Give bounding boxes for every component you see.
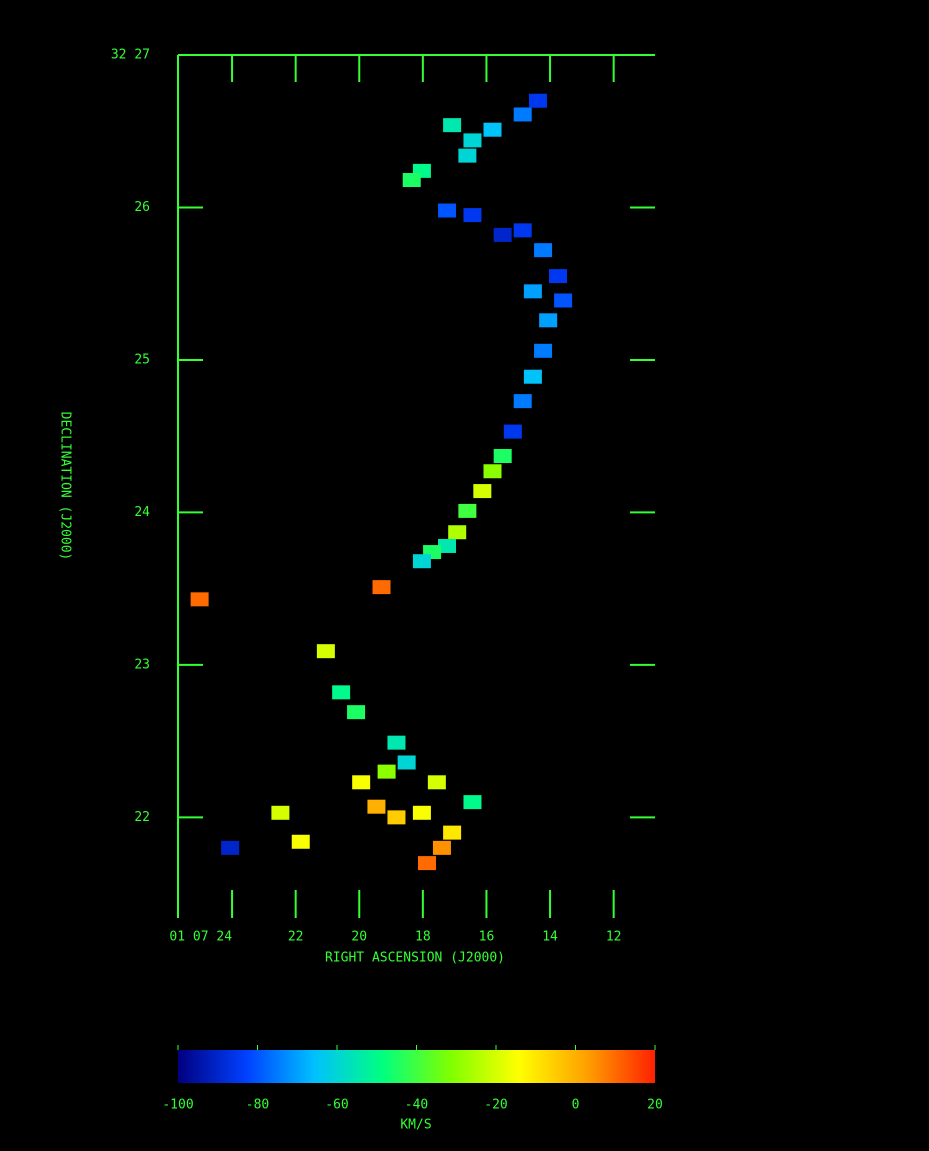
velocity-pixel <box>473 484 492 499</box>
x-axis-label: RIGHT ASCENSION (J2000) <box>325 951 505 966</box>
velocity-pixel <box>412 805 431 820</box>
velocity-pixel <box>503 424 522 439</box>
colorbar-tick-label: -100 <box>162 1098 193 1113</box>
velocity-pixel <box>483 464 502 479</box>
velocity-pixel <box>402 173 421 188</box>
x-tick-label: 12 <box>606 930 622 945</box>
velocity-pixel <box>554 293 573 308</box>
y-axis-label: DECLINATION (J2000) <box>58 412 73 561</box>
velocity-pixel <box>493 227 512 242</box>
velocity-pixel <box>271 805 290 820</box>
y-tick-label: 25 <box>134 352 150 367</box>
velocity-pixel <box>438 203 457 218</box>
velocity-pixel <box>347 705 366 720</box>
velocity-pixel <box>534 243 553 258</box>
velocity-pixel <box>316 644 335 659</box>
velocity-pixel <box>221 840 240 855</box>
velocity-pixel <box>417 856 436 871</box>
x-tick-label: 22 <box>288 930 304 945</box>
velocity-pixel <box>523 369 542 384</box>
velocity-pixel <box>372 580 391 595</box>
colorbar-label: KM/S <box>400 1118 431 1133</box>
x-tick-label: 01 07 24 <box>169 930 232 945</box>
velocity-pixel <box>523 284 542 299</box>
colorbar-tick-label: 20 <box>647 1098 663 1113</box>
colorbar-tick-label: -40 <box>405 1098 428 1113</box>
velocity-pixel <box>412 554 431 569</box>
colorbar-tick-label: -20 <box>484 1098 507 1113</box>
velocity-pixel <box>463 795 482 810</box>
velocity-pixel <box>352 775 371 790</box>
y-tick-label: 26 <box>134 200 150 215</box>
y-tick-label: 23 <box>134 657 150 672</box>
velocity-pixel <box>438 538 457 553</box>
colorbar-tick-label: 0 <box>572 1098 580 1113</box>
velocity-pixel <box>332 685 351 700</box>
velocity-pixel <box>549 269 568 284</box>
velocity-pixel <box>463 133 482 148</box>
velocity-pixel <box>387 810 406 825</box>
y-tick-label: 24 <box>134 505 150 520</box>
velocity-pixel <box>463 208 482 223</box>
velocity-pixel <box>443 118 462 133</box>
colorbar-tick-label: -80 <box>246 1098 269 1113</box>
x-tick-label: 16 <box>479 930 495 945</box>
velocity-pixel <box>539 313 558 328</box>
velocity-pixel <box>377 764 396 779</box>
colorbar-tick-label: -60 <box>325 1098 348 1113</box>
velocity-pixel <box>397 755 416 770</box>
velocity-pixel <box>528 93 547 108</box>
velocity-pixel <box>458 503 477 518</box>
velocity-pixel <box>448 525 467 540</box>
x-tick-label: 20 <box>351 930 367 945</box>
velocity-pixel <box>387 735 406 750</box>
velocity-pixel <box>534 343 553 358</box>
velocity-pixel <box>367 799 386 814</box>
y-tick-label: 32 27 <box>111 48 150 63</box>
velocity-pixel <box>513 107 532 122</box>
x-tick-label: 18 <box>415 930 431 945</box>
velocity-pixel <box>458 148 477 163</box>
velocity-pixel <box>443 825 462 840</box>
velocity-pixel <box>190 592 209 607</box>
x-tick-label: 14 <box>542 930 558 945</box>
velocity-pixel <box>513 223 532 238</box>
velocity-pixel <box>493 449 512 464</box>
velocity-pixel <box>513 394 532 409</box>
velocity-pixel <box>432 840 451 855</box>
velocity-pixel <box>427 775 446 790</box>
colorbar <box>178 1050 655 1083</box>
velocity-pixel <box>291 834 310 849</box>
velocity-pixel <box>483 122 502 137</box>
y-tick-label: 22 <box>134 810 150 825</box>
